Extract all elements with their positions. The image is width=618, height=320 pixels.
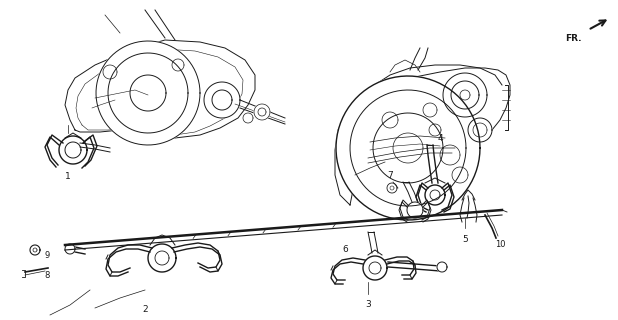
Text: 4: 4 — [438, 134, 444, 143]
Polygon shape — [468, 118, 492, 142]
Text: 6: 6 — [342, 245, 348, 254]
Polygon shape — [59, 136, 87, 164]
Polygon shape — [387, 183, 397, 193]
Polygon shape — [65, 244, 75, 254]
Polygon shape — [96, 41, 200, 145]
Text: 3: 3 — [365, 300, 371, 309]
Polygon shape — [254, 104, 270, 120]
Text: 7: 7 — [387, 171, 393, 180]
Polygon shape — [407, 202, 423, 218]
Text: 9: 9 — [44, 251, 49, 260]
Polygon shape — [336, 76, 480, 220]
Polygon shape — [425, 185, 445, 205]
Polygon shape — [243, 113, 253, 123]
Polygon shape — [443, 73, 487, 117]
Polygon shape — [148, 244, 176, 272]
Text: 10: 10 — [495, 240, 506, 249]
Polygon shape — [204, 82, 240, 118]
Polygon shape — [363, 256, 387, 280]
Polygon shape — [437, 262, 447, 272]
Text: 2: 2 — [142, 305, 148, 314]
Text: 1: 1 — [65, 172, 71, 181]
Text: FR.: FR. — [565, 34, 582, 43]
Text: 8: 8 — [44, 271, 49, 281]
Text: 5: 5 — [462, 235, 468, 244]
Polygon shape — [30, 245, 40, 255]
